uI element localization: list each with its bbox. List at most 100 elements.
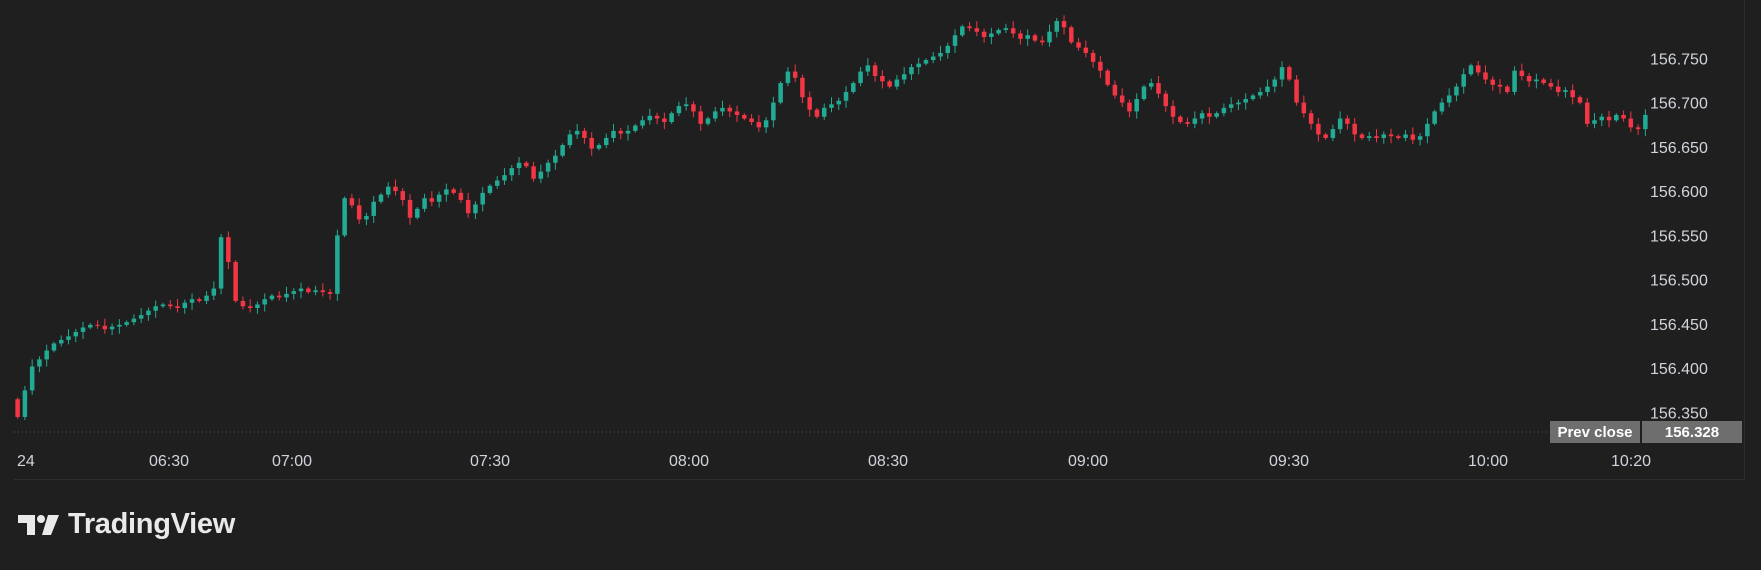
candle-body <box>967 26 972 29</box>
candle-body <box>138 315 144 319</box>
candle-body <box>327 292 333 294</box>
candle-body <box>734 111 740 115</box>
candle-body <box>851 83 856 92</box>
y-tick-label: 156.550 <box>1650 228 1708 245</box>
candle-body <box>1563 90 1568 92</box>
candle-body <box>197 299 202 301</box>
candle-body <box>1628 118 1634 128</box>
candle-body <box>1417 136 1423 140</box>
candle-body <box>1446 95 1452 103</box>
candle-body <box>596 145 602 149</box>
candle-body <box>1156 83 1161 94</box>
candle-body <box>109 326 115 330</box>
candle-body <box>1243 99 1248 103</box>
candle-body <box>683 104 689 107</box>
candle-body <box>320 290 326 293</box>
candle-body <box>473 204 478 214</box>
candle-body <box>814 109 820 117</box>
candle-body <box>727 107 733 112</box>
candle-body <box>1635 127 1641 130</box>
candle-body <box>240 300 246 307</box>
y-tick-label: 156.600 <box>1650 184 1708 201</box>
candle-body <box>1425 123 1430 137</box>
candle-body <box>691 104 696 112</box>
candle-body <box>1214 113 1219 117</box>
x-tick-label: 09:00 <box>1068 453 1108 470</box>
candle-body <box>756 122 762 128</box>
candle-body <box>407 199 413 218</box>
candle-body <box>1134 99 1139 112</box>
candle-body <box>887 81 892 87</box>
tradingview-logo[interactable]: TradingView <box>18 508 235 541</box>
candle-body <box>1069 27 1074 43</box>
candle-body <box>1519 70 1525 76</box>
candle-body <box>952 35 958 46</box>
candle-body <box>167 304 173 307</box>
candle-body <box>538 171 544 179</box>
candle-body <box>480 192 485 205</box>
candle-body <box>465 199 471 214</box>
candle-body <box>1279 67 1285 80</box>
candle-body <box>771 102 776 121</box>
candle-body <box>189 299 195 303</box>
candle-body <box>1483 72 1488 80</box>
candle-body <box>1301 102 1307 114</box>
candle-body <box>371 201 376 216</box>
y-tick-label: 156.650 <box>1650 140 1708 157</box>
candle-body <box>436 194 442 202</box>
candle-body <box>1047 31 1052 43</box>
candle-body <box>276 295 282 298</box>
x-tick-label: 10:20 <box>1611 453 1651 470</box>
candle-body <box>233 261 238 301</box>
candle-body <box>429 198 435 202</box>
candle-body <box>1359 134 1365 138</box>
candle-body <box>349 198 355 206</box>
prev-close-value: 156.328 <box>1665 424 1719 441</box>
candle-body <box>1366 136 1372 138</box>
candle-body <box>247 306 253 309</box>
candle-body <box>560 145 565 156</box>
candle-body <box>720 107 725 112</box>
candle-body <box>1272 79 1278 87</box>
candle-body <box>218 237 224 289</box>
candle-body <box>625 130 631 134</box>
candle-body <box>945 45 951 53</box>
candle-body <box>342 198 347 236</box>
candle-body <box>335 235 340 294</box>
candle-body <box>1294 79 1299 103</box>
candlestick-chart[interactable]: 156.350 156.400 156.450 156.500 156.550 156.6… <box>14 0 1745 480</box>
candle-body <box>44 350 49 360</box>
candle-body <box>400 191 406 200</box>
candle-body <box>654 115 660 119</box>
candle-body <box>553 155 558 163</box>
candle-body <box>1497 84 1503 87</box>
candle-body <box>313 290 318 293</box>
candle-body <box>102 325 108 330</box>
x-tick-label: 07:30 <box>470 453 510 470</box>
candle-body <box>422 198 427 209</box>
candle-body <box>1010 28 1016 34</box>
candle-body <box>1076 42 1081 48</box>
candle-body <box>298 288 304 292</box>
x-tick-label: 08:30 <box>868 453 908 470</box>
candle-body <box>80 327 86 332</box>
candle-body <box>1454 86 1459 96</box>
candle-body <box>582 130 587 138</box>
candle-body <box>1119 95 1125 103</box>
candle-body <box>1352 123 1357 135</box>
candle-body <box>37 359 42 367</box>
candle-body <box>29 366 35 391</box>
candle-body <box>494 180 500 186</box>
candle-body <box>742 114 747 119</box>
candle-body <box>974 28 980 32</box>
candle-body <box>611 130 616 138</box>
candle-body <box>960 26 965 36</box>
candle-body <box>1061 21 1067 28</box>
candle-body <box>1541 79 1546 84</box>
candle-body <box>1345 118 1350 124</box>
x-tick-label: 09:30 <box>1269 453 1309 470</box>
candle-body <box>1396 136 1401 138</box>
candle-body <box>603 137 609 146</box>
tradingview-logo-icon <box>18 514 59 535</box>
y-tick-label: 156.500 <box>1650 273 1708 290</box>
